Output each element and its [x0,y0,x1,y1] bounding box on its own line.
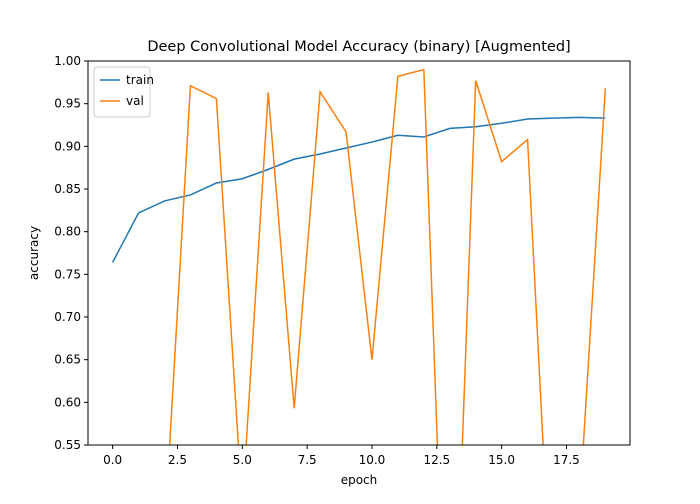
x-tick-label: 17.5 [553,453,580,467]
y-tick-label: 0.65 [54,353,81,367]
y-tick-label: 0.60 [54,395,81,409]
plot-area [111,68,607,445]
x-tick-label: 7.5 [298,453,317,467]
y-tick-label: 1.00 [54,54,81,68]
x-axis-label: epoch [341,473,378,487]
y-tick-label: 0.85 [54,182,81,196]
x-tick-label: 5.0 [233,453,252,467]
chart-title: Deep Convolutional Model Accuracy (binar… [147,39,570,55]
y-tick-label: 0.75 [54,267,81,281]
legend-label: train [126,73,154,87]
axes-frame [87,60,631,446]
x-tick-label: 15.0 [488,453,515,467]
y-axis-label: accuracy [27,226,41,280]
y-tick-label: 0.90 [54,139,81,153]
x-tick-label: 10.0 [359,453,386,467]
legend-label: val [126,94,144,108]
y-tick-label: 0.95 [54,97,81,111]
x-tick-label: 12.5 [423,453,450,467]
series-line [111,116,606,263]
series-line [168,68,607,445]
y-tick-label: 0.80 [54,225,81,239]
x-tick-label: 0.0 [103,453,122,467]
y-tick-label: 0.70 [54,310,81,324]
x-tick-label: 2.5 [168,453,187,467]
y-tick-label: 0.55 [54,438,81,452]
